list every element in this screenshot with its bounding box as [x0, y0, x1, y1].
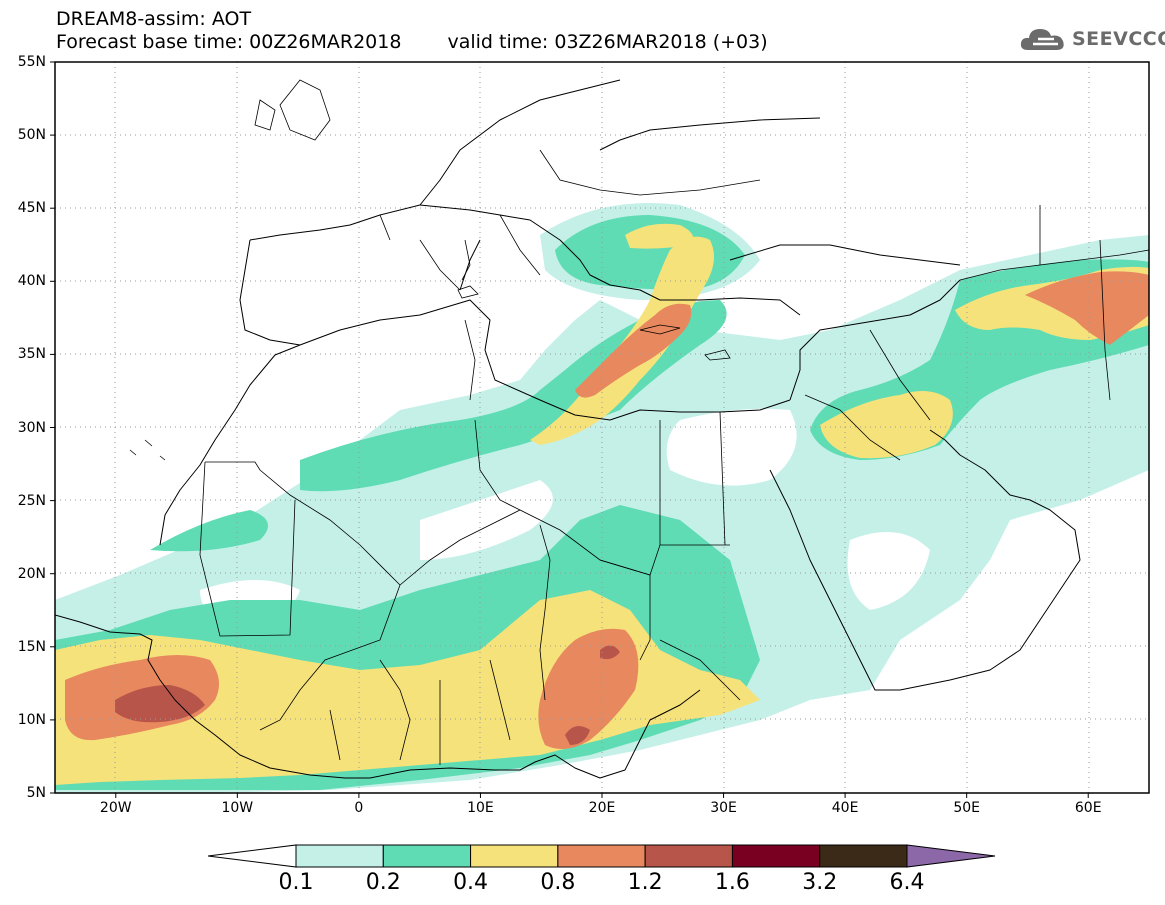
- lon-label: 60E: [1074, 800, 1102, 816]
- lat-label: 50N: [17, 127, 46, 144]
- colorbar-label: 6.4: [889, 870, 925, 895]
- colorbar-label: 0.2: [365, 870, 401, 895]
- lat-label: 35N: [17, 346, 46, 363]
- colorbar-segment: [731, 844, 821, 868]
- lat-label: 5N: [26, 785, 46, 801]
- colorbar-segment: [557, 844, 646, 868]
- lat-label: 40N: [17, 273, 46, 290]
- colorbar-segment-min: [207, 844, 297, 868]
- colorbar-segment: [644, 844, 733, 868]
- colorbar-label: 0.4: [453, 870, 489, 895]
- lat-label: 20N: [17, 565, 46, 582]
- colorbar-segment-max: [906, 844, 996, 868]
- lat-label: 45N: [17, 200, 46, 217]
- lon-label: 10E: [467, 800, 494, 816]
- colorbar-label: 0.1: [278, 870, 314, 895]
- lat-label: 25N: [17, 492, 46, 509]
- colorbar-segment: [382, 844, 472, 868]
- tick-marks: [50, 61, 1089, 798]
- seevccc-logo: SEEVCCC: [1018, 24, 1165, 54]
- coastlines: [55, 79, 1081, 779]
- lon-label: 20E: [588, 800, 616, 816]
- colorbar-label: 3.2: [802, 870, 838, 895]
- colorbar-segment: [819, 844, 908, 868]
- colorbar-label: 1.2: [627, 870, 663, 895]
- colorbar-segment: [295, 844, 384, 868]
- colorbar-segment: [470, 844, 559, 868]
- lon-label: 40E: [831, 800, 859, 816]
- aot-band-1.2-1.6: [115, 645, 620, 745]
- lat-label: 10N: [17, 711, 46, 728]
- islands: [129, 79, 731, 461]
- lat-label: 55N: [17, 54, 46, 70]
- graticule: [55, 62, 1149, 793]
- logo-text: SEEVCCC: [1072, 28, 1165, 50]
- base-time: Forecast base time: 00Z26MAR2018: [56, 31, 402, 53]
- lon-label: 10W: [221, 800, 254, 816]
- country-borders: [199, 149, 1149, 765]
- cloud-icon: [1020, 29, 1064, 50]
- forecast-times: Forecast base time: 00Z26MAR2018 valid ti…: [56, 31, 768, 53]
- lon-label: 20W: [99, 800, 132, 816]
- lon-label: 50E: [953, 800, 980, 816]
- map-title: DREAM8-assim: AOT: [56, 8, 252, 30]
- colorbar-label: 0.8: [540, 870, 576, 895]
- lon-label: 0: [354, 800, 364, 816]
- valid-time: valid time: 03Z26MAR2018 (+03): [447, 31, 768, 53]
- colorbar-label: 1.6: [714, 870, 750, 895]
- lat-label: 30N: [17, 419, 46, 436]
- lon-label: 30E: [710, 800, 737, 816]
- lat-label: 15N: [17, 638, 46, 655]
